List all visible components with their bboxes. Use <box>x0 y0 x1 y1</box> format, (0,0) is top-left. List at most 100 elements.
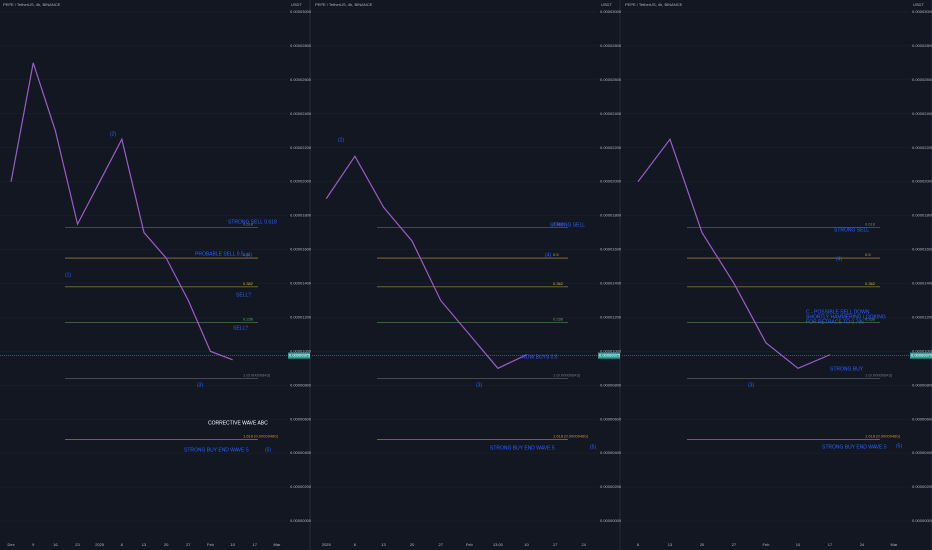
panel-header: PEPE / TetherUS, 4h, BINANCE <box>315 2 373 7</box>
y-tick-label: 0.00002400 <box>290 111 312 116</box>
annotation: PROBABLE SELL 0.5 <box>195 251 244 257</box>
x-tick-label: Feb <box>763 542 771 547</box>
y-tick-label: 0.00000400 <box>912 450 932 455</box>
y-tick-label: 0.00002400 <box>600 111 622 116</box>
annotation: (4) <box>545 252 551 258</box>
last-price-box <box>288 352 310 359</box>
annotation: SELL? <box>236 292 251 298</box>
last-price-box <box>598 352 620 359</box>
x-tick-label: 17 <box>828 542 833 547</box>
last-price-label: 0.00000975 <box>599 353 621 358</box>
x-tick-label: 27 <box>438 542 443 547</box>
fib-label: 1 (0.00000843) <box>553 373 581 378</box>
fib-label: 1 (0.00000843) <box>243 373 271 378</box>
y-tick-label: 0.00001600 <box>912 247 932 252</box>
y-tick-label: 0.00003000 <box>290 9 312 14</box>
x-tick-label: 24 <box>581 542 586 547</box>
annotation: STRONG SELL <box>834 227 869 233</box>
currency-label: USDT <box>601 2 612 7</box>
fib-label: 1 (0.00000843) <box>865 373 893 378</box>
y-tick-label: 0.00002200 <box>600 145 622 150</box>
y-tick-label: 0.00002800 <box>912 43 932 48</box>
y-tick-label: 0.00001800 <box>290 213 312 218</box>
y-tick-label: 0.00002400 <box>912 111 932 116</box>
y-tick-label: 0.00000000 <box>290 518 312 523</box>
fib-label: 0.618 <box>865 222 876 227</box>
y-tick-label: 0.00001400 <box>600 281 622 286</box>
fib-label: 0.236 <box>865 317 876 322</box>
y-tick-label: 0.00000200 <box>600 484 622 489</box>
x-tick-label: 17 <box>553 542 558 547</box>
y-tick-label: 0.00002000 <box>290 179 312 184</box>
price-line <box>637 137 831 370</box>
annotation: (5) <box>265 447 271 453</box>
x-tick-label: 16 <box>53 542 58 547</box>
annotation: (2) <box>110 131 116 137</box>
y-tick-label: 0.00001000 <box>600 348 622 353</box>
fib-label: 0.5 <box>865 252 871 257</box>
x-tick-label: 17 <box>253 542 258 547</box>
fib-label: 0.382 <box>243 281 254 286</box>
x-tick-label: 6 <box>637 542 640 547</box>
x-tick-label: 23 <box>75 542 80 547</box>
y-tick-label: 0.00000400 <box>600 450 622 455</box>
fib-label: 1.618 (0.00000480) <box>865 434 901 439</box>
annotation: SHORTLY HAMMERING LOOKING <box>806 314 886 320</box>
x-tick-label: 13:00 <box>493 542 504 547</box>
y-tick-label: 0.00002200 <box>912 145 932 150</box>
annotation: (3) <box>748 382 754 388</box>
y-tick-label: 0.00002600 <box>912 77 932 82</box>
y-tick-label: 0.00000800 <box>600 382 622 387</box>
fib-label: 0.5 <box>553 252 559 257</box>
currency-label: USDT <box>913 2 924 7</box>
annotation: STRONG BUY <box>830 366 864 372</box>
y-tick-label: 0.00001200 <box>600 314 622 319</box>
annotation: (5) <box>896 443 902 449</box>
fib-label: 0.236 <box>553 317 564 322</box>
y-tick-label: 0.00001800 <box>600 213 622 218</box>
annotation: C - POSSIBLE SELL DOWN <box>806 309 870 315</box>
last-price-label: 0.00000975 <box>911 353 932 358</box>
y-tick-label: 0.00000000 <box>912 518 932 523</box>
fib-label: 1.618 (0.00000480) <box>243 434 279 439</box>
y-tick-label: 0.00000200 <box>290 484 312 489</box>
x-tick-label: 6 <box>121 542 124 547</box>
annotation: SELL? <box>233 325 248 331</box>
annotation: STRONG SELL 0.618 <box>228 219 277 225</box>
currency-label: USDT <box>291 2 302 7</box>
y-tick-label: 0.00000800 <box>290 382 312 387</box>
x-tick-label: 10 <box>796 542 801 547</box>
annotation: NOW BUYS 0.5 <box>522 354 558 360</box>
y-tick-label: 0.00000800 <box>912 382 932 387</box>
last-price-box <box>910 352 932 359</box>
x-tick-label: 13 <box>668 542 673 547</box>
annotation: (2) <box>338 137 344 143</box>
annotation: STRONG SELL <box>550 222 585 228</box>
annotation: (1) <box>65 272 71 278</box>
y-tick-label: 0.00001600 <box>600 247 622 252</box>
annotation: FOR RETRACE TO 0.786 <box>806 319 864 325</box>
y-tick-label: 0.00000200 <box>912 484 932 489</box>
x-tick-label: 27 <box>186 542 191 547</box>
y-tick-label: 0.00000600 <box>600 416 622 421</box>
annotation: (3) <box>197 382 203 388</box>
annotation: (4) <box>836 256 842 262</box>
x-tick-label: 20 <box>164 542 169 547</box>
x-tick-label: 10 <box>230 542 235 547</box>
y-tick-label: 0.00002800 <box>600 43 622 48</box>
annotation: (5) <box>590 444 596 450</box>
fib-label: 0.618 <box>553 222 564 227</box>
x-tick-label: 2025 <box>322 542 332 547</box>
x-tick-label: 24 <box>860 542 865 547</box>
fib-label: 0.236 <box>243 317 254 322</box>
y-tick-label: 0.00001000 <box>290 348 312 353</box>
price-line <box>325 155 527 370</box>
panel-header: PEPE / TetherUS, 4h, BINANCE <box>625 2 683 7</box>
x-tick-label: Feb <box>207 542 215 547</box>
x-tick-label: 13 <box>142 542 147 547</box>
x-tick-label: Mar <box>273 542 281 547</box>
annotation: (3) <box>476 382 482 388</box>
